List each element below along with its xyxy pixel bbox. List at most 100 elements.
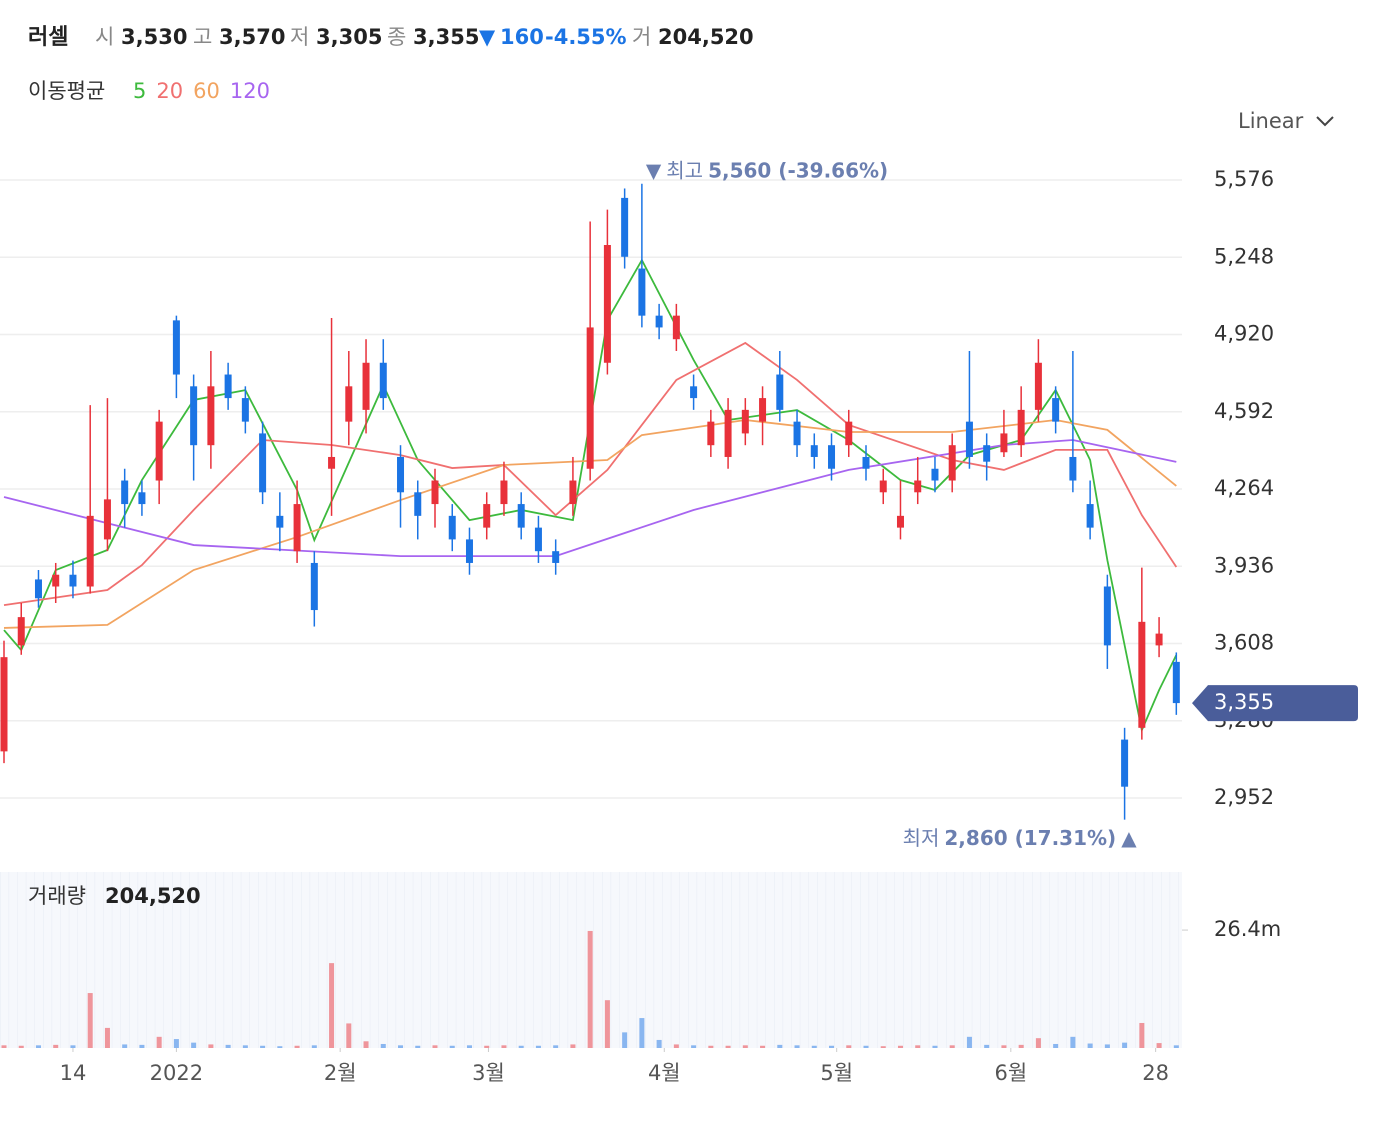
volume-bar bbox=[535, 1045, 541, 1048]
candle-body bbox=[776, 374, 784, 410]
volume-bar bbox=[742, 1045, 748, 1048]
volume-bar bbox=[87, 993, 93, 1048]
candle-body bbox=[379, 362, 387, 399]
change-pct: -4.55% bbox=[545, 25, 627, 49]
volume-bar bbox=[863, 1045, 869, 1048]
volume-bar bbox=[639, 1018, 645, 1048]
price-tag bbox=[1192, 685, 1358, 722]
volume-bar bbox=[794, 1045, 800, 1048]
candle-body bbox=[690, 386, 698, 399]
candle-body bbox=[862, 456, 870, 469]
x-tick-label: 2022 bbox=[150, 1061, 203, 1085]
low-note: 2,860 (17.31%) bbox=[944, 826, 1116, 850]
volume-bar bbox=[242, 1045, 248, 1048]
candle-body bbox=[121, 480, 129, 505]
high-label: 고 bbox=[193, 25, 212, 49]
candle-body bbox=[793, 421, 801, 446]
candle-body bbox=[707, 421, 715, 446]
candle-body bbox=[1121, 739, 1129, 787]
volume-bar bbox=[346, 1023, 352, 1048]
volume-bar bbox=[846, 1045, 852, 1048]
volume-bar bbox=[1104, 1044, 1110, 1048]
low: 3,305 bbox=[316, 25, 382, 49]
volume-bar bbox=[570, 1044, 576, 1048]
volume-bar bbox=[604, 1000, 610, 1048]
high-note: 최고 bbox=[666, 158, 703, 182]
volume-bar bbox=[1156, 1043, 1162, 1048]
candle-body bbox=[948, 445, 956, 481]
candle-body bbox=[638, 268, 646, 316]
candle-body bbox=[17, 617, 25, 646]
candle-body bbox=[965, 421, 973, 457]
low-note: ▲ bbox=[1121, 826, 1137, 850]
x-tick-label: 3월 bbox=[472, 1061, 505, 1085]
x-tick-label: 14 bbox=[60, 1061, 87, 1085]
candle-body bbox=[465, 539, 473, 563]
volume-bar bbox=[777, 1044, 783, 1048]
ma-line bbox=[3, 419, 1177, 629]
volume-bar bbox=[53, 1044, 59, 1048]
open: 3,530 bbox=[121, 25, 187, 49]
low-note: 최저 bbox=[903, 826, 940, 850]
volume-bar bbox=[208, 1044, 214, 1048]
candle-body bbox=[896, 515, 904, 528]
volume-bar bbox=[277, 1046, 283, 1048]
volume-bar bbox=[122, 1044, 128, 1048]
high-note: 5,560 (-39.66%) bbox=[708, 158, 888, 182]
candle-body bbox=[603, 245, 611, 363]
volume-bar bbox=[984, 1044, 990, 1048]
high: 3,570 bbox=[219, 25, 285, 49]
volume-bar bbox=[70, 1045, 76, 1048]
volume-bar bbox=[432, 1045, 438, 1048]
volume-bar bbox=[708, 1045, 714, 1048]
volume-bar bbox=[587, 930, 593, 1048]
candle-body bbox=[1000, 433, 1008, 453]
candle-body bbox=[569, 480, 577, 505]
stock-name: 러셀 bbox=[28, 25, 68, 50]
volume-bar bbox=[1139, 1022, 1145, 1048]
volume-bar bbox=[294, 1045, 300, 1048]
candle-body bbox=[534, 527, 542, 552]
candle-body bbox=[310, 562, 318, 611]
legend-item: 5 bbox=[133, 79, 146, 103]
candle-body bbox=[655, 315, 663, 328]
volume-bar bbox=[311, 1045, 317, 1048]
candle-body bbox=[1069, 456, 1077, 481]
volume-bar bbox=[1087, 1043, 1093, 1048]
volume-bar bbox=[1035, 1038, 1041, 1048]
candle-body bbox=[1086, 504, 1094, 528]
volume-bar bbox=[725, 1045, 731, 1048]
candle-body bbox=[69, 574, 77, 587]
volume-bar bbox=[1173, 1045, 1179, 1048]
candle-body bbox=[397, 456, 405, 493]
candle-body bbox=[879, 480, 887, 493]
close: 3,355 bbox=[413, 25, 479, 49]
volume-bar bbox=[1053, 1043, 1059, 1048]
volume-bar bbox=[501, 1045, 507, 1048]
volume-bar bbox=[260, 1045, 266, 1048]
candle-body bbox=[414, 492, 422, 516]
y-tick-label: 5,248 bbox=[1214, 244, 1274, 268]
chevron[interactable] bbox=[1316, 116, 1334, 127]
ma-line bbox=[3, 439, 1177, 558]
volume-bar bbox=[156, 1036, 162, 1048]
volume-title: 거래량 bbox=[28, 884, 86, 908]
volume-bar bbox=[191, 1042, 197, 1048]
scale-menu[interactable]: Linear bbox=[1238, 109, 1334, 133]
volume-bar bbox=[18, 1045, 24, 1048]
candle-body bbox=[1103, 586, 1111, 646]
candle-body bbox=[241, 398, 249, 422]
candle-body bbox=[1052, 398, 1060, 422]
volume-bar bbox=[484, 1045, 490, 1048]
candle-body bbox=[259, 433, 267, 493]
volume-bar bbox=[35, 1045, 41, 1048]
candle-body bbox=[362, 362, 370, 410]
candle-body bbox=[86, 515, 94, 587]
ma-line bbox=[3, 258, 1178, 734]
scale-menu-label[interactable]: Linear bbox=[1238, 109, 1304, 133]
y-tick-label: 4,592 bbox=[1214, 399, 1274, 423]
x-tick-label: 6월 bbox=[994, 1061, 1027, 1085]
candle-body bbox=[138, 492, 146, 505]
volume-bar bbox=[1122, 1042, 1128, 1048]
volume-bar bbox=[398, 1045, 404, 1048]
